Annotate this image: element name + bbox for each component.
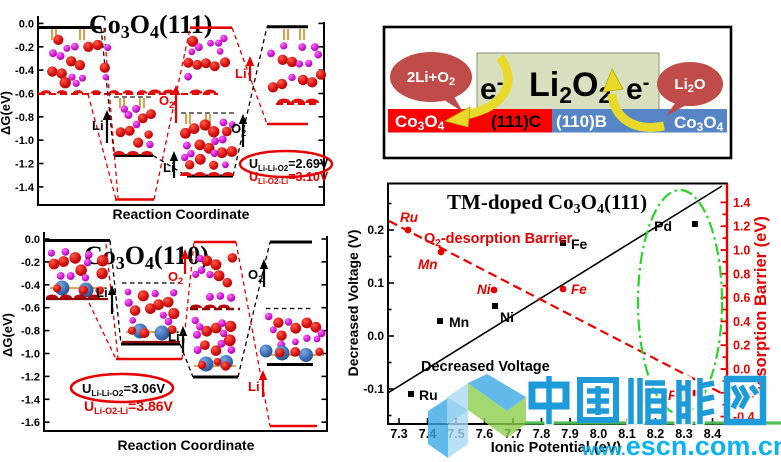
svg-text:8.0: 8.0: [590, 427, 607, 441]
svg-text:ΔG(eV): ΔG(eV): [0, 313, 15, 357]
svg-text:Reaction Coordinate: Reaction Coordinate: [113, 206, 250, 222]
svg-text:Ru: Ru: [419, 387, 438, 403]
svg-text:7.3: 7.3: [390, 427, 407, 441]
svg-text:-0.4: -0.4: [15, 65, 35, 77]
svg-text:Li: Li: [96, 285, 108, 300]
svg-text:8.3: 8.3: [675, 427, 692, 441]
svg-text:2Li+O2: 2Li+O2: [407, 69, 455, 88]
svg-text:Co3O4: Co3O4: [395, 112, 445, 133]
svg-text:0.6: 0.6: [733, 291, 750, 305]
svg-text:0.4: 0.4: [733, 315, 750, 329]
svg-text:-0.1: -0.1: [363, 382, 384, 396]
svg-text:-0.6: -0.6: [21, 303, 40, 315]
svg-text:-0.2: -0.2: [15, 42, 34, 54]
svg-text:-0.2: -0.2: [21, 257, 40, 269]
svg-text:7.9: 7.9: [561, 427, 578, 441]
svg-text:-1.0: -1.0: [21, 349, 40, 361]
svg-text:-0.4: -0.4: [21, 280, 41, 292]
svg-text:(111)C: (111)C: [491, 112, 541, 131]
svg-text:Fe: Fe: [571, 236, 588, 252]
svg-text:(110)B: (110)B: [556, 112, 607, 131]
svg-text:-0.8: -0.8: [21, 326, 40, 338]
svg-text:Ru: Ru: [400, 210, 419, 225]
svg-text:-1.0: -1.0: [15, 135, 34, 147]
svg-text:-1.4: -1.4: [21, 394, 41, 406]
svg-text:-1.4: -1.4: [15, 182, 35, 194]
svg-text:Mn: Mn: [418, 257, 438, 272]
svg-text:-0.8: -0.8: [15, 112, 34, 124]
svg-text:7.8: 7.8: [533, 427, 550, 441]
svg-text:7.6: 7.6: [476, 427, 493, 441]
svg-text:Ni: Ni: [477, 282, 491, 297]
svg-text:Li2O: Li2O: [674, 76, 705, 95]
svg-text:0.2: 0.2: [733, 339, 750, 353]
svg-text:0.1: 0.1: [367, 276, 384, 290]
svg-text:desorption Barrier (eV): desorption Barrier (eV): [752, 216, 770, 396]
svg-text:1.2: 1.2: [733, 220, 750, 234]
svg-text:-1.2: -1.2: [15, 159, 34, 171]
svg-text:8.4: 8.4: [704, 427, 721, 441]
svg-text:Fe: Fe: [571, 282, 587, 297]
svg-text:-0.6: -0.6: [15, 89, 34, 101]
svg-text:0.0: 0.0: [367, 329, 384, 343]
svg-text:TM-doped Co3O4(111): TM-doped Co3O4(111): [447, 190, 647, 217]
svg-text:0.2: 0.2: [367, 223, 384, 237]
svg-text:0.0: 0.0: [25, 234, 40, 246]
svg-text:1.0: 1.0: [733, 244, 750, 258]
svg-text:-1.2: -1.2: [21, 371, 40, 383]
svg-text:Li: Li: [92, 118, 104, 133]
svg-text:Reaction Coordinate: Reaction Coordinate: [118, 437, 255, 453]
svg-text:0.0: 0.0: [733, 363, 750, 377]
svg-text:8.1: 8.1: [618, 427, 635, 441]
svg-text:Decreased Voltage (V): Decreased Voltage (V): [345, 230, 361, 377]
svg-text:Li: Li: [163, 160, 175, 175]
svg-text:0.8: 0.8: [733, 267, 750, 281]
svg-text:0.0: 0.0: [19, 18, 34, 30]
svg-text:O2-desorption Barrier: O2-desorption Barrier: [424, 231, 573, 249]
svg-text:Mn: Mn: [449, 314, 469, 330]
svg-text:ULi-Li-O2=2.69V: ULi-Li-O2=2.69V: [249, 157, 329, 173]
svg-text:Li: Li: [235, 66, 247, 81]
svg-text:Ionic Potential (eV): Ionic Potential (eV): [491, 440, 622, 456]
svg-text:Pd: Pd: [654, 218, 672, 234]
svg-text:Li: Li: [168, 329, 180, 344]
svg-text:Co3O4: Co3O4: [674, 113, 724, 134]
svg-text:-1.6: -1.6: [21, 417, 40, 429]
svg-text:1.4: 1.4: [733, 196, 750, 210]
svg-text:Decreased Voltage: Decreased Voltage: [421, 359, 550, 375]
svg-text:Ni: Ni: [500, 309, 514, 325]
svg-text:8.2: 8.2: [647, 427, 664, 441]
svg-text:ΔG(eV): ΔG(eV): [0, 91, 13, 135]
svg-text:Li: Li: [248, 379, 260, 394]
